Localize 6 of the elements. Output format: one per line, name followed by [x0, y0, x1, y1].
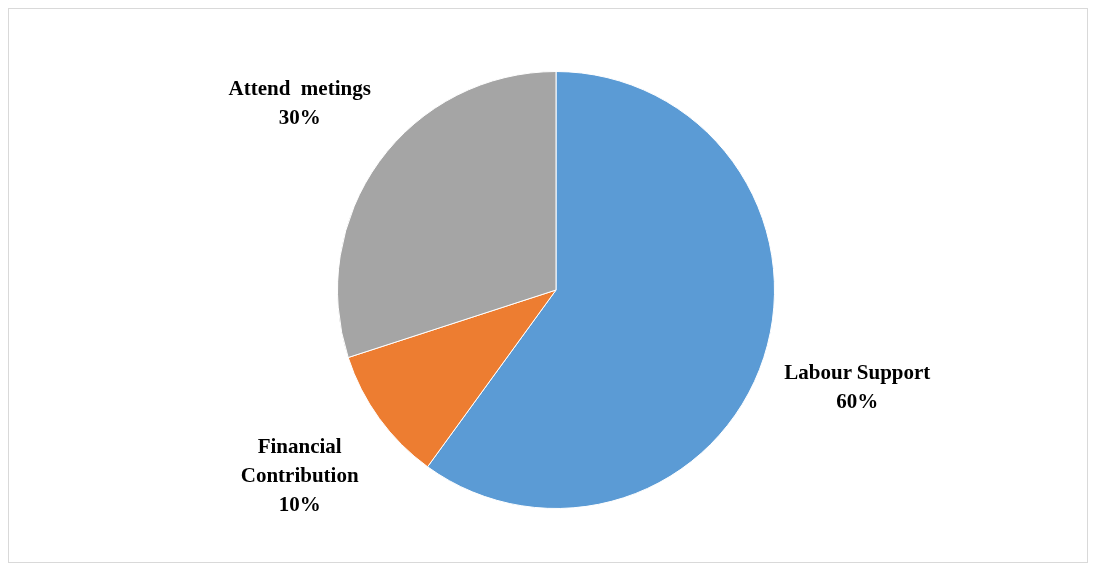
slice-label: Labour Support — [784, 359, 931, 384]
data-label: 60% — [836, 388, 879, 413]
data-label: 30% — [278, 104, 321, 129]
slice-label: Financial Contribution — [240, 433, 359, 487]
data-label: 10% — [278, 491, 321, 516]
slice-label: Attend metings — [228, 75, 371, 100]
